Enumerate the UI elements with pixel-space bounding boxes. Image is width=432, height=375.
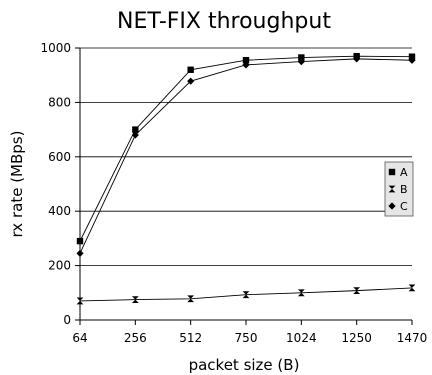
y-tick-label: 0 <box>63 313 71 327</box>
data-point <box>187 77 195 85</box>
legend-item-C: C <box>388 200 408 213</box>
data-point <box>131 296 139 303</box>
y-tick-label: 400 <box>48 204 71 218</box>
data-point <box>408 284 416 292</box>
chart-title: NET-FIX throughput <box>117 9 331 34</box>
data-point <box>242 57 250 64</box>
data-point <box>242 61 250 69</box>
data-point <box>187 295 195 303</box>
data-point <box>242 291 250 299</box>
data-point <box>76 297 84 305</box>
x-tick-label: 1024 <box>286 331 317 345</box>
legend-item-A: A <box>388 166 408 179</box>
legend: ABC <box>384 161 414 217</box>
x-axis-title: packet size (B) <box>189 356 300 374</box>
x-tick-label: 1470 <box>397 331 428 345</box>
legend-item-B: B <box>388 183 408 196</box>
y-tick-label: 600 <box>48 150 71 164</box>
axes <box>75 47 413 325</box>
legend-marker <box>388 202 396 210</box>
x-tick-label: 1250 <box>341 331 372 345</box>
legend-marker <box>388 168 396 176</box>
series-B <box>76 284 416 305</box>
grid-lines <box>80 47 412 267</box>
data-point <box>76 249 84 257</box>
data-point <box>408 56 416 64</box>
x-tick-label: 64 <box>72 331 87 345</box>
series-C <box>76 55 416 257</box>
series-line <box>79 55 413 242</box>
data-point <box>297 58 305 66</box>
data-point <box>353 287 361 295</box>
data-point <box>353 55 361 63</box>
x-tick-label: 750 <box>235 331 258 345</box>
legend-label: A <box>400 166 408 179</box>
legend-label: B <box>400 183 408 196</box>
legend-marker <box>388 185 396 193</box>
data-point <box>187 66 194 73</box>
y-tick-label: 1000 <box>40 41 71 55</box>
data-point <box>76 237 84 245</box>
x-tick-label: 256 <box>124 331 147 345</box>
y-axis-title: rx rate (MBps) <box>8 131 26 238</box>
data-point <box>297 289 305 297</box>
data-point <box>298 54 305 61</box>
legend-label: C <box>400 200 408 213</box>
data-point <box>132 126 139 133</box>
series-A <box>76 52 416 245</box>
series-line <box>79 58 413 254</box>
series-layer <box>76 52 416 305</box>
x-tick-label: 512 <box>179 331 202 345</box>
tick-labels: 0 200 400 600 800 1000 64 256 512 750 1024 1250 1470 <box>40 41 427 345</box>
data-point <box>131 131 139 139</box>
y-tick-label: 200 <box>48 259 71 273</box>
y-tick-label: 800 <box>48 95 71 109</box>
